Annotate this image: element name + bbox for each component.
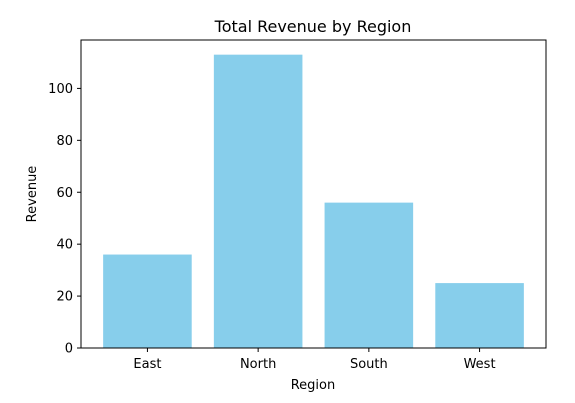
y-tick-label: 60: [56, 186, 73, 201]
y-tick-label: 0: [65, 342, 73, 357]
x-tick-label: North: [240, 357, 276, 372]
y-tick-label: 40: [56, 238, 73, 253]
y-axis-label: Revenue: [25, 166, 40, 223]
y-axis-ticks: 0 20 40 60 80 100: [48, 82, 81, 357]
chart-title: Total Revenue by Region: [214, 17, 412, 36]
bar-north: [213, 54, 303, 349]
x-tick-label: South: [350, 357, 388, 372]
bars-group: [103, 54, 524, 349]
plot-frame: [80, 39, 547, 349]
bar-west: [435, 283, 524, 348]
bar-east: [103, 254, 192, 348]
x-tick-label: West: [464, 357, 496, 372]
bar-south: [324, 202, 414, 348]
y-tick-label: 80: [56, 134, 73, 149]
x-tick-label: East: [133, 357, 161, 372]
y-tick-label: 100: [48, 82, 73, 97]
x-axis-label: Region: [291, 378, 336, 393]
x-axis-ticks: East North South West: [133, 348, 496, 372]
y-tick-label: 20: [56, 290, 73, 305]
